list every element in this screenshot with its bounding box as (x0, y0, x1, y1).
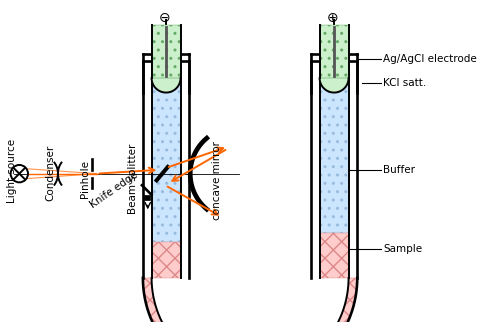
Bar (151, 242, 181, 278)
Bar (320, 25, 348, 78)
Text: Condenser: Condenser (45, 144, 55, 201)
Polygon shape (320, 78, 348, 92)
Text: concave mirror: concave mirror (212, 141, 222, 220)
Text: ⊕: ⊕ (326, 10, 338, 25)
Text: Buffer: Buffer (383, 165, 415, 175)
Bar (320, 54, 348, 233)
Polygon shape (143, 278, 357, 328)
Text: KCl satt.: KCl satt. (383, 78, 427, 88)
Text: ⊖: ⊖ (158, 10, 170, 25)
Bar (144, 195, 149, 200)
Bar (151, 54, 181, 242)
Text: Light source: Light source (6, 138, 17, 203)
Text: Ag/AgCl electrode: Ag/AgCl electrode (383, 54, 477, 64)
Text: Beam splitter: Beam splitter (128, 144, 138, 214)
Bar (320, 233, 348, 278)
Bar (151, 25, 181, 78)
Text: Knife edge: Knife edge (88, 170, 140, 210)
Polygon shape (151, 78, 181, 92)
Text: Pinhole: Pinhole (80, 160, 90, 198)
Text: Sample: Sample (383, 244, 422, 254)
